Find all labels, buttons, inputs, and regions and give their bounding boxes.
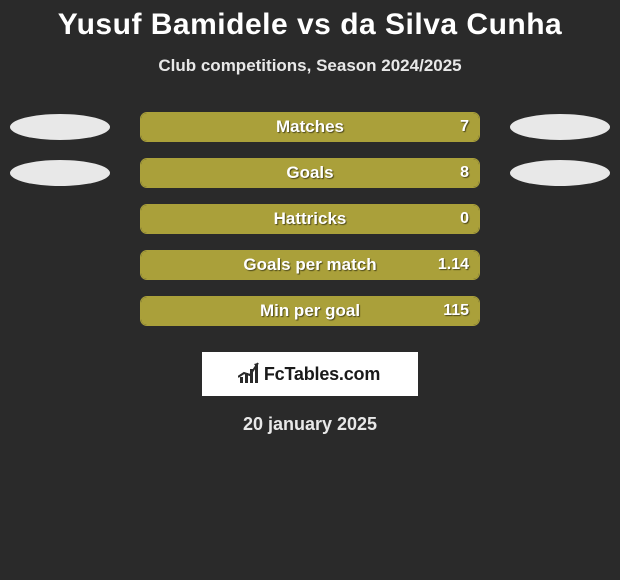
- stat-label: Goals per match: [243, 255, 376, 275]
- stat-value: 0: [460, 210, 469, 228]
- right-spacer: [510, 298, 610, 324]
- stat-label: Goals: [286, 163, 333, 183]
- logo-chart-icon: [240, 365, 258, 383]
- stat-label: Hattricks: [274, 209, 347, 229]
- stats-container: Matches 7 Goals 8 Hattricks 0 Goals per match 1…: [0, 104, 620, 334]
- right-oval: [510, 160, 610, 186]
- left-spacer: [10, 252, 110, 278]
- page-title: Yusuf Bamidele vs da Silva Cunha: [0, 0, 620, 42]
- logo-text: FcTables.com: [264, 364, 380, 385]
- stat-bar: Min per goal 115: [140, 296, 480, 326]
- stat-row: Matches 7: [0, 104, 620, 150]
- stat-bar: Goals 8: [140, 158, 480, 188]
- stat-value: 7: [460, 118, 469, 136]
- stat-value: 115: [443, 302, 469, 320]
- left-spacer: [10, 298, 110, 324]
- right-spacer: [510, 206, 610, 232]
- date-label: 20 january 2025: [0, 414, 620, 435]
- stat-row: Goals 8: [0, 150, 620, 196]
- stat-value: 8: [460, 164, 469, 182]
- stat-label: Matches: [276, 117, 344, 137]
- stat-row: Min per goal 115: [0, 288, 620, 334]
- left-spacer: [10, 206, 110, 232]
- stat-value: 1.14: [438, 256, 469, 274]
- logo-box: FcTables.com: [202, 352, 418, 396]
- right-oval: [510, 114, 610, 140]
- stat-bar: Goals per match 1.14: [140, 250, 480, 280]
- subtitle: Club competitions, Season 2024/2025: [0, 56, 620, 76]
- stat-bar: Matches 7: [140, 112, 480, 142]
- left-oval: [10, 160, 110, 186]
- stat-label: Min per goal: [260, 301, 360, 321]
- stat-row: Goals per match 1.14: [0, 242, 620, 288]
- left-oval: [10, 114, 110, 140]
- stat-bar: Hattricks 0: [140, 204, 480, 234]
- stat-row: Hattricks 0: [0, 196, 620, 242]
- right-spacer: [510, 252, 610, 278]
